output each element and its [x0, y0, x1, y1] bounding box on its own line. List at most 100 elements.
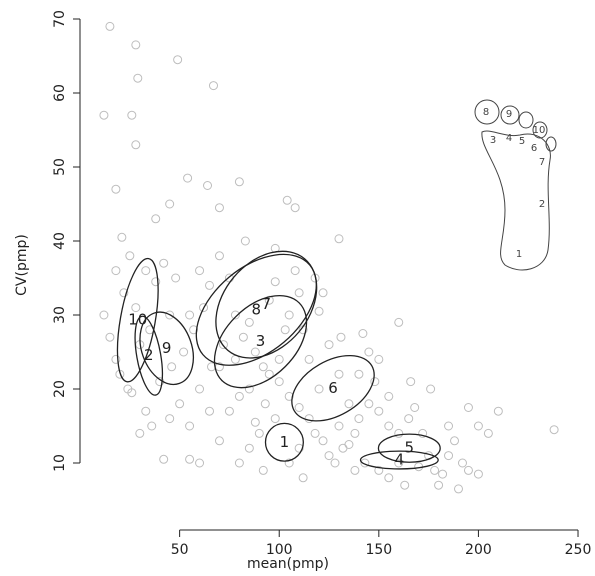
- point: [234, 391, 244, 401]
- cluster-label: 1: [280, 433, 290, 451]
- point: [434, 480, 444, 490]
- point: [410, 403, 420, 412]
- point: [165, 414, 175, 424]
- foot-toe: [545, 136, 557, 152]
- point: [314, 384, 324, 394]
- point: [250, 417, 260, 427]
- point: [430, 465, 440, 475]
- foot-label: 4: [506, 133, 512, 144]
- point: [354, 369, 364, 379]
- point: [463, 403, 473, 412]
- point: [218, 340, 228, 350]
- point: [334, 234, 344, 244]
- point: [141, 406, 151, 416]
- point: [450, 436, 460, 446]
- foot-label: 2: [539, 199, 545, 210]
- point: [203, 181, 213, 190]
- point: [133, 73, 143, 83]
- point: [426, 384, 436, 394]
- point: [418, 428, 428, 438]
- point: [167, 362, 177, 372]
- foot-toe: [474, 99, 500, 125]
- foot-label: 8: [483, 107, 489, 118]
- point: [127, 110, 137, 120]
- cluster-label: 4: [395, 451, 405, 469]
- point: [364, 399, 374, 409]
- point: [280, 325, 290, 335]
- point: [119, 288, 129, 298]
- cluster-ellipse: [264, 422, 304, 462]
- foot-label: 7: [539, 157, 545, 168]
- point: [179, 347, 189, 357]
- point: [354, 414, 364, 424]
- point: [394, 428, 404, 438]
- point: [360, 458, 370, 468]
- cluster-ellipse: [215, 250, 318, 359]
- point: [274, 377, 284, 387]
- point: [318, 436, 328, 446]
- foot-label: 6: [531, 143, 537, 154]
- point: [270, 277, 280, 287]
- point: [131, 40, 141, 50]
- point: [111, 184, 121, 194]
- point: [264, 295, 274, 305]
- point: [195, 384, 205, 394]
- point: [224, 406, 234, 416]
- point: [324, 340, 334, 350]
- point: [151, 214, 161, 224]
- point: [284, 458, 294, 468]
- point: [473, 421, 483, 431]
- point: [330, 458, 340, 468]
- point: [234, 177, 244, 187]
- point: [244, 317, 254, 327]
- point: [549, 425, 559, 435]
- point: [318, 288, 328, 298]
- cluster-ellipse: [139, 311, 194, 386]
- point: [208, 81, 218, 91]
- point: [457, 458, 467, 468]
- point: [207, 362, 216, 372]
- point: [105, 332, 115, 342]
- point: [195, 266, 205, 276]
- point: [358, 329, 368, 338]
- point: [238, 332, 248, 342]
- point: [493, 406, 503, 416]
- point: [173, 55, 183, 65]
- point: [406, 377, 416, 387]
- point: [185, 454, 195, 464]
- point: [171, 273, 181, 283]
- y-tick-label: 10: [52, 454, 68, 472]
- point: [438, 469, 448, 479]
- point: [336, 332, 346, 342]
- point: [284, 391, 294, 401]
- point: [254, 428, 264, 438]
- point: [205, 280, 215, 290]
- point: [394, 458, 404, 468]
- point: [159, 258, 169, 268]
- point: [374, 406, 384, 416]
- point: [334, 369, 344, 379]
- point: [350, 428, 360, 438]
- cluster-label: 9: [162, 339, 172, 357]
- point: [384, 391, 394, 401]
- cluster-ellipse: [213, 294, 308, 389]
- point: [334, 421, 344, 431]
- point: [99, 310, 109, 320]
- foot-label: 5: [519, 136, 525, 147]
- point: [183, 173, 193, 183]
- cluster-ellipse: [291, 354, 375, 422]
- cluster-ellipse: [377, 433, 441, 463]
- foot-sole: [481, 130, 551, 271]
- point: [147, 421, 157, 431]
- point: [250, 347, 260, 357]
- cluster-label: 10: [128, 311, 147, 329]
- point: [304, 354, 314, 364]
- point: [264, 369, 274, 379]
- foot-diagram: 8 9 10 3 4 567 2 1: [474, 99, 557, 271]
- cluster-label: 7: [262, 295, 272, 313]
- foot-toe: [500, 105, 520, 125]
- point: [205, 406, 215, 416]
- x-tick-label: 150: [365, 542, 392, 558]
- point: [400, 480, 410, 490]
- y-tick-label: 60: [52, 84, 68, 102]
